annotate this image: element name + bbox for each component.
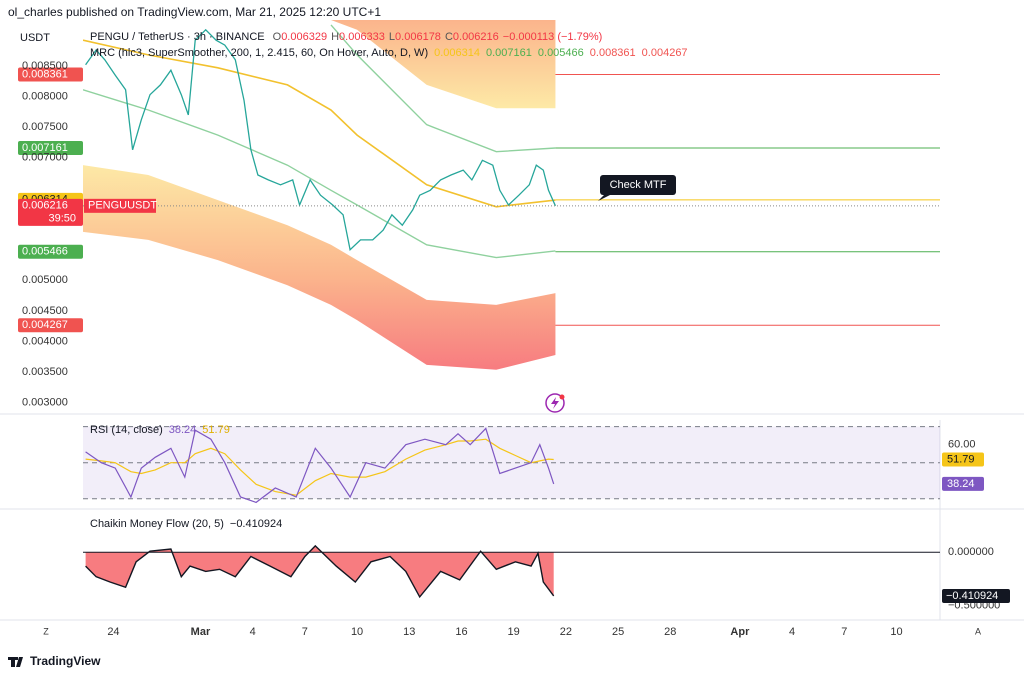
cmf-title: Chaikin Money Flow (20, 5) (90, 518, 224, 530)
y-tick-label: 0.007500 (22, 121, 68, 133)
x-tick-label: 24 (107, 626, 119, 638)
level-value: 0.004267 (642, 47, 688, 59)
x-tick-label: 10 (351, 626, 363, 638)
ohlc-value: 0.006216 (453, 31, 499, 43)
ohlc-value: 0.006333 (339, 31, 385, 43)
footer-brand: TradingView (30, 654, 101, 668)
rsi-last-label: 51.79 (947, 453, 975, 465)
rsi-legend: RSI (14, close) 38.24 51.79 (90, 424, 230, 436)
level-box (18, 244, 83, 259)
price-line (85, 28, 556, 251)
level-box (18, 140, 83, 155)
x-tick-label: 4 (250, 626, 256, 638)
level-box (18, 67, 83, 82)
ohlc-key: H (331, 31, 339, 43)
rsi-last-box (942, 452, 984, 467)
alert-bolt (551, 397, 559, 409)
upper-inner-line (330, 24, 556, 153)
legend-symbol: PENGU / TetherUS · 3h · BINANCE O0.006329… (90, 31, 602, 43)
y-tick-label: 0.007000 (22, 152, 68, 164)
ohlc-key: L (389, 31, 395, 43)
y-tick-label: 0.008500 (22, 60, 68, 72)
level-label: 0.004267 (22, 319, 68, 331)
publisher: ol_charles published on TradingView.com,… (8, 5, 381, 19)
legend-indicator: MRC (hlc3, SuperSmoother, 200, 1, 2.415,… (90, 47, 688, 59)
y-tick-label: 0.008000 (22, 90, 68, 102)
zoom-button[interactable]: Z (43, 626, 49, 636)
tooltip: Check MTF (610, 179, 667, 191)
y-tick-label: 0.000000 (948, 546, 994, 558)
rsi-value: 38.24 (169, 424, 197, 436)
rsi-ma-line (85, 438, 554, 496)
x-tick-label: 28 (664, 626, 676, 638)
lower-inner-line (83, 89, 556, 259)
rsi-ma-value: 51.79 (202, 424, 230, 436)
symbol-label: PENGUUSDT (88, 200, 157, 212)
symbol-tag (84, 198, 156, 213)
level-label: 0.005466 (22, 246, 68, 258)
x-tick-label: 7 (302, 626, 308, 638)
cmf-value: −0.410924 (230, 518, 282, 530)
tv-logo (8, 657, 23, 667)
cmf-legend: Chaikin Money Flow (20, 5) −0.410924 (90, 518, 282, 530)
symbol: PENGU / TetherUS · 3h · BINANCE (90, 31, 265, 43)
panes: 0.0063140.0071610.0054660.0083610.004267… (18, 60, 1010, 638)
cmf-area (85, 545, 554, 597)
last-price: 0.006216 (22, 200, 68, 212)
tooltip-box (600, 175, 676, 195)
level-label: 0.008361 (22, 68, 68, 80)
level-value: 0.008361 (590, 47, 636, 59)
x-tick-label: 13 (403, 626, 415, 638)
lower-zone (83, 165, 556, 370)
cmf-last-label: −0.410924 (946, 590, 998, 602)
level-label: 0.007161 (22, 142, 68, 154)
level-value: 0.005466 (538, 47, 584, 59)
y-tick-label: 0.004500 (22, 305, 68, 317)
y-tick-label: 0.005000 (22, 274, 68, 286)
auto-button[interactable]: A (975, 626, 981, 636)
cmf-line (85, 544, 555, 599)
last-price-box (18, 198, 83, 226)
y-tick-label: 60.00 (948, 439, 976, 451)
x-tick-label: 25 (612, 626, 624, 638)
mean-line (83, 39, 556, 208)
level-value: 0.007161 (486, 47, 532, 59)
price-pane (83, 20, 940, 370)
level-value: 0.006314 (434, 47, 480, 59)
y-tick-label: 0.003000 (22, 397, 68, 409)
level-box (18, 318, 83, 333)
countdown: 39:50 (48, 213, 76, 225)
currency: USDT (20, 32, 50, 44)
alert-icon[interactable] (545, 393, 565, 413)
upper-zone (330, 20, 556, 109)
alert-dot (559, 394, 565, 400)
ohlc-value: 0.006178 (395, 31, 441, 43)
ohlc-key: O (273, 31, 282, 43)
change: −0.000113 (−1.79%) (503, 31, 602, 43)
cmf-last-box (942, 588, 1010, 603)
x-tick-label: Apr (730, 626, 750, 638)
rsi-title: RSI (14, close) (90, 424, 163, 436)
x-tick-label: 10 (890, 626, 902, 638)
ohlc-value: 0.006329 (281, 31, 327, 43)
indicator-title: MRC (hlc3, SuperSmoother, 200, 1, 2.415,… (90, 47, 428, 59)
x-tick-label: 22 (560, 626, 572, 638)
x-tick-label: Mar (191, 626, 211, 638)
y-tick-label: 0.004000 (22, 335, 68, 347)
x-tick-label: 16 (455, 626, 467, 638)
rsi-last-label: 38.24 (947, 478, 975, 490)
ohlc-key: C (445, 31, 453, 43)
x-tick-label: 7 (841, 626, 847, 638)
tooltip-tail (598, 195, 610, 201)
rsi-line (85, 427, 555, 504)
x-tick-label: 4 (789, 626, 795, 638)
rsi-last-box (942, 476, 984, 491)
y-tick-label: 0.003500 (22, 366, 68, 378)
x-tick-label: 19 (508, 626, 520, 638)
